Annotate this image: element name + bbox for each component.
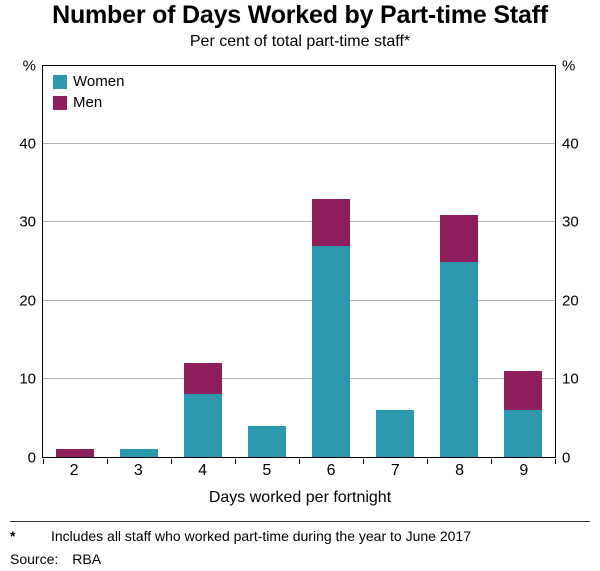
- y-tick-label: 30: [19, 213, 36, 231]
- footnote-text: Includes all staff who worked part-time …: [51, 528, 471, 544]
- chart-title: Number of Days Worked by Part-time Staff: [52, 1, 548, 29]
- footnote-marker: *: [10, 528, 16, 544]
- y-tick-label: 30: [562, 213, 579, 231]
- bar-women-4: [184, 394, 222, 457]
- legend: Women Men: [53, 73, 124, 115]
- x-tick-mark: [107, 459, 108, 464]
- x-tick-mark: [427, 459, 428, 464]
- y-tick-label: 0: [27, 449, 36, 467]
- x-tick-label: 7: [390, 462, 400, 479]
- bar-women-8: [440, 261, 478, 457]
- gridline-20: [43, 299, 555, 301]
- x-tick-label: 4: [198, 462, 208, 479]
- legend-item-men: Men: [53, 94, 124, 111]
- x-tick-label: 8: [455, 462, 465, 479]
- bar-men-9: [504, 371, 542, 411]
- bar-women-6: [312, 245, 350, 457]
- bar-men-4: [184, 363, 222, 395]
- bar-women-9: [504, 410, 542, 457]
- x-tick-mark: [235, 459, 236, 464]
- x-tick-mark: [299, 459, 300, 464]
- source-text: RBA: [72, 550, 102, 567]
- plot-area: Women Men: [42, 65, 556, 464]
- source: Source: RBA: [10, 551, 590, 569]
- bar-women-3: [120, 449, 158, 457]
- gridline-10: [43, 377, 555, 379]
- x-tick-label: 3: [133, 462, 143, 479]
- y-axis-unit: %: [562, 57, 576, 75]
- y-tick-label: 20: [19, 292, 36, 310]
- x-tick-label: 6: [326, 462, 336, 479]
- legend-swatch-men: [53, 95, 67, 110]
- y-tick-label: 40: [562, 135, 579, 153]
- gridline-40: [43, 143, 555, 145]
- legend-swatch-women: [53, 74, 67, 89]
- legend-label-men: Men: [73, 94, 103, 111]
- x-tick-label: 5: [262, 462, 272, 479]
- x-tick-mark: [491, 459, 492, 464]
- x-tick-mark: [171, 459, 172, 464]
- footnote: * Includes all staff who worked part-tim…: [10, 528, 590, 546]
- x-tick-label: 9: [519, 462, 529, 479]
- y-tick-label: 10: [562, 370, 579, 388]
- legend-item-women: Women: [53, 73, 124, 90]
- y-axis-unit: %: [22, 57, 36, 75]
- y-tick-label: 10: [19, 370, 36, 388]
- bar-men-2: [56, 449, 94, 457]
- footer: * Includes all staff who worked part-tim…: [10, 521, 590, 568]
- yaxis-right: 0 10 20 30 40%: [562, 58, 592, 465]
- x-tick-label: 2: [69, 462, 79, 479]
- x-tick-mark: [43, 459, 44, 464]
- y-tick-label: 40: [19, 135, 36, 153]
- x-axis-title: Days worked per fortnight: [208, 489, 392, 506]
- legend-label-women: Women: [73, 73, 125, 90]
- gridline-30: [43, 221, 555, 223]
- source-label: Source:: [10, 550, 59, 567]
- yaxis-left: 0 10 20 30 40%: [6, 58, 36, 465]
- bar-women-7: [376, 410, 414, 457]
- chart-subtitle: Per cent of total part-time staff*: [189, 33, 411, 50]
- bar-men-6: [312, 198, 350, 246]
- x-axis-labels: 2 3 4 5 6 7 8 9: [42, 463, 556, 481]
- y-tick-label: 0: [562, 449, 571, 467]
- x-tick-mark: [555, 459, 556, 464]
- x-tick-mark: [363, 459, 364, 464]
- y-tick-label: 20: [562, 292, 579, 310]
- bar-men-8: [440, 214, 478, 262]
- bar-women-5: [248, 425, 286, 457]
